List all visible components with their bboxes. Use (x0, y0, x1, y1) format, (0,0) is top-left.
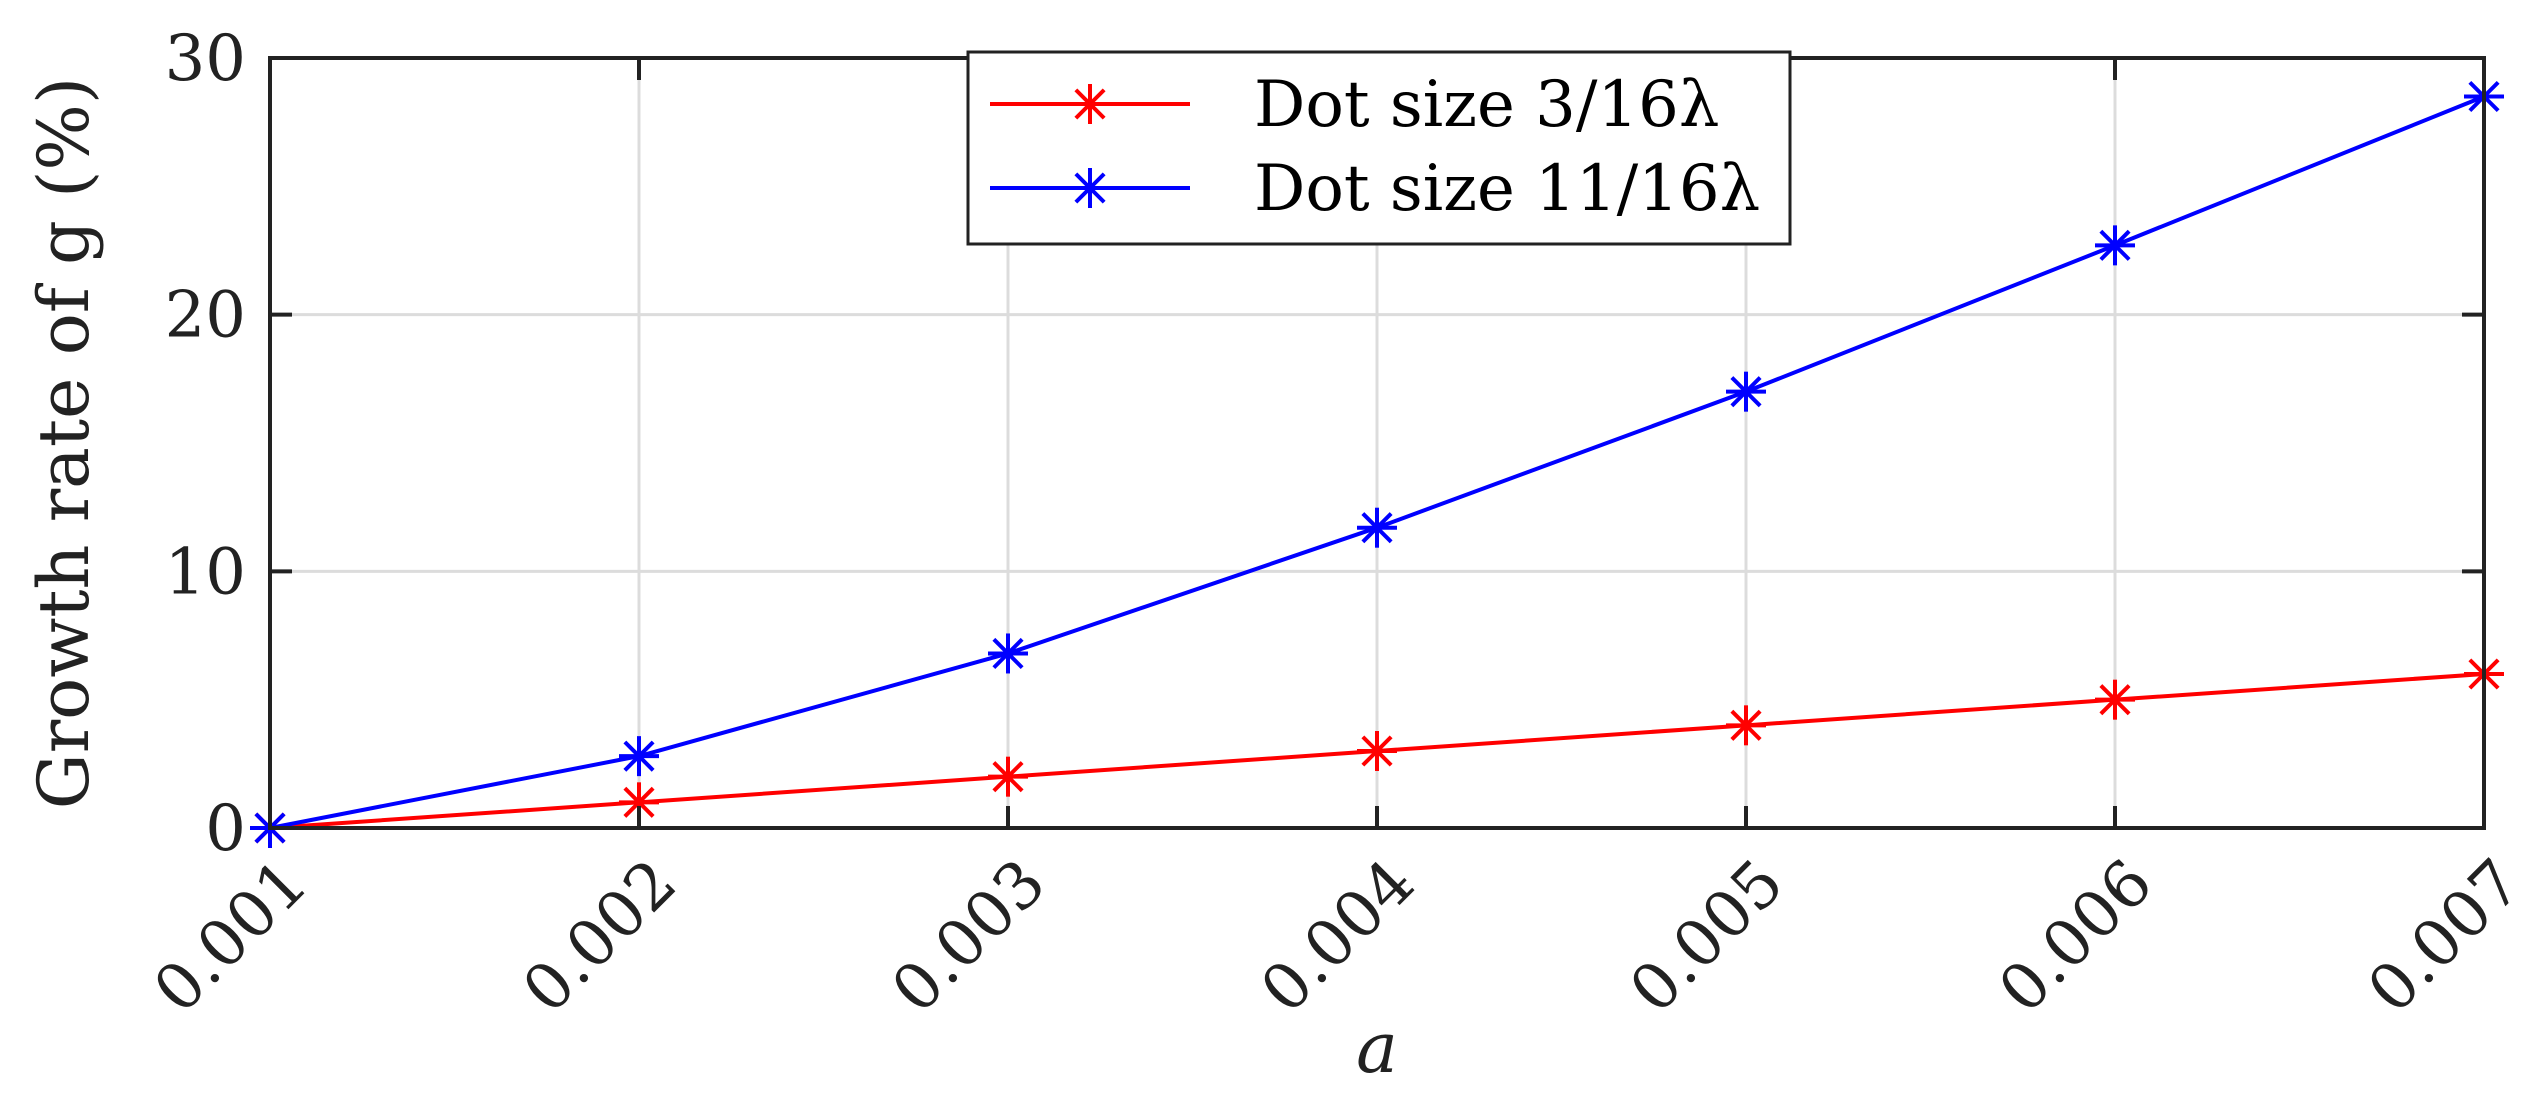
data-point (1726, 705, 1766, 746)
data-point (988, 633, 1028, 674)
data-point (2095, 225, 2135, 266)
data-point (1726, 371, 1766, 412)
y-tick-label: 10 (165, 535, 246, 609)
legend-box (966, 50, 1792, 246)
data-point (1357, 731, 1397, 771)
legend: Dot size 3/16λ Dot size 11/16λ (966, 50, 1792, 246)
data-point (619, 736, 659, 777)
legend-label: Dot size 3/16λ (1254, 68, 1719, 142)
y-tick-label: 30 (165, 22, 246, 96)
legend-entry: Dot size 3/16λ (990, 68, 1719, 142)
x-axis-label: a (1356, 1007, 1398, 1089)
y-tick-label: 20 (165, 279, 246, 353)
y-axis-label: Growth rate of g (%) (23, 77, 105, 809)
legend-entry: Dot size 11/16λ (990, 152, 1760, 226)
y-tick-label: 0 (205, 792, 246, 866)
data-point (988, 756, 1028, 797)
data-point (2095, 679, 2135, 720)
data-point (1357, 507, 1397, 548)
legend-marker (1070, 84, 1110, 124)
legend-marker (1070, 168, 1110, 208)
legend-label: Dot size 11/16λ (1254, 152, 1760, 226)
